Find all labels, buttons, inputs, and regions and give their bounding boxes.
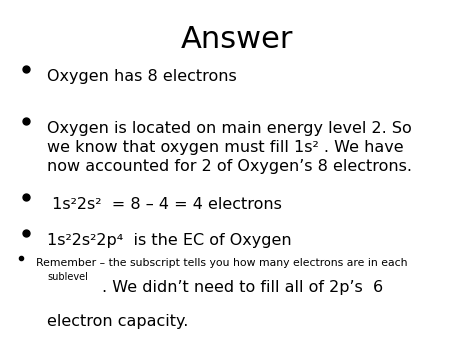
Text: 1s²2s²  = 8 – 4 = 4 electrons: 1s²2s² = 8 – 4 = 4 electrons: [47, 197, 283, 212]
Text: Oxygen has 8 electrons: Oxygen has 8 electrons: [47, 69, 237, 84]
Text: 1s²2s²2p⁴  is the EC of Oxygen: 1s²2s²2p⁴ is the EC of Oxygen: [47, 233, 292, 247]
Text: Oxygen is located on main energy level 2. So
we know that oxygen must fill 1s² .: Oxygen is located on main energy level 2…: [47, 121, 412, 174]
Text: sublevel: sublevel: [47, 272, 88, 282]
Text: Answer: Answer: [181, 25, 293, 54]
Text: electron capacity.: electron capacity.: [47, 314, 189, 329]
Text: . We didn’t need to fill all of 2p’s  6: . We didn’t need to fill all of 2p’s 6: [102, 280, 383, 295]
Text: Remember – the subscript tells you how many electrons are in each: Remember – the subscript tells you how m…: [36, 258, 407, 268]
